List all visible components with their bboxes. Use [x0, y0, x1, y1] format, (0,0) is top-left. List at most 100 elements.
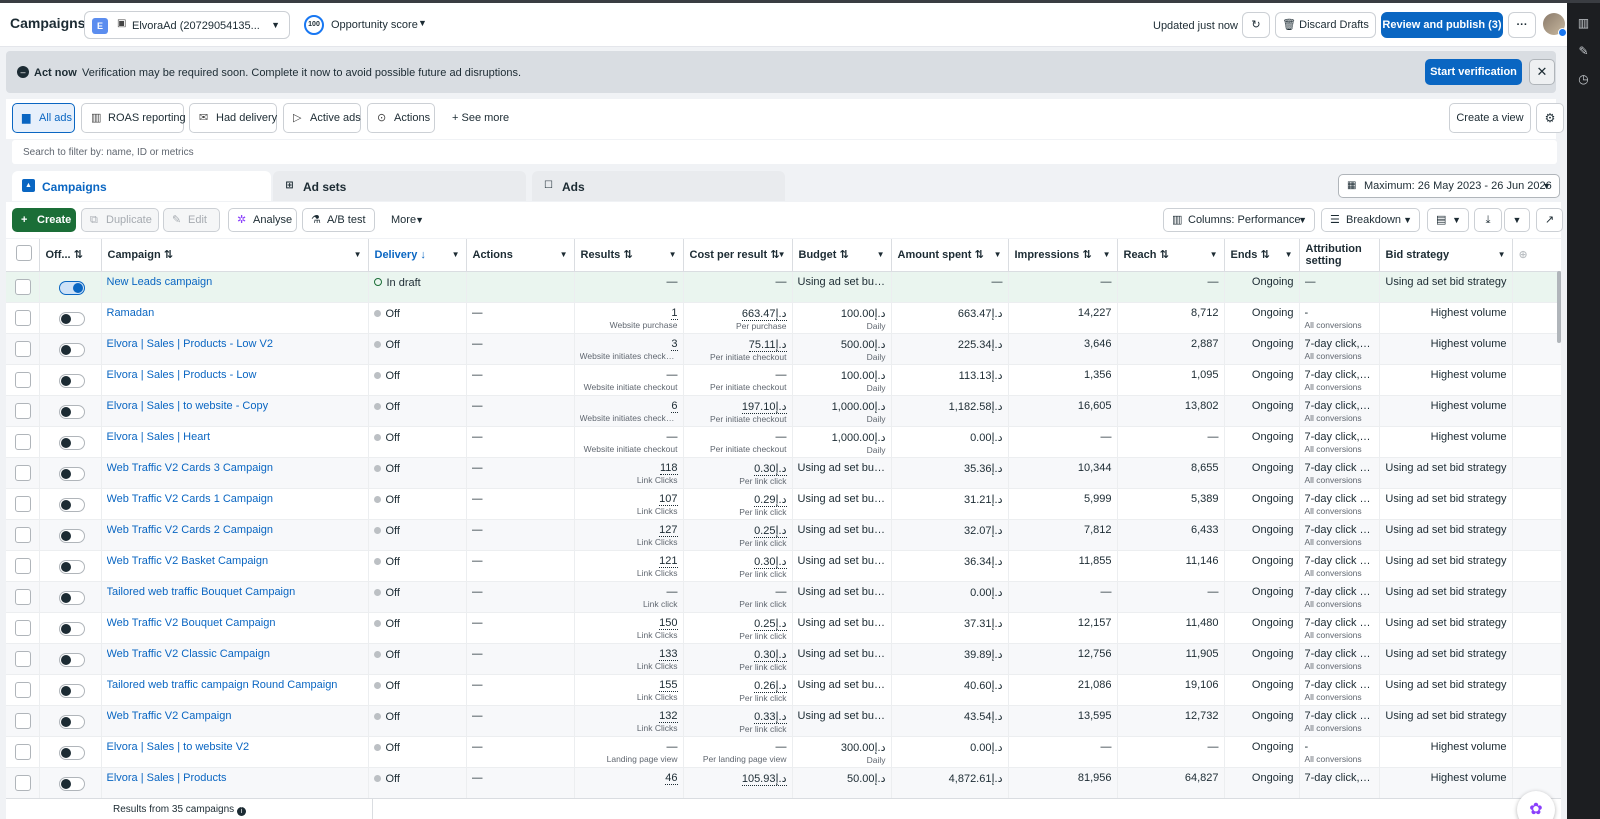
table-row[interactable]: Tailored web traffic Bouquet Campaign Off… — [6, 581, 1561, 613]
search-input[interactable] — [12, 140, 1557, 164]
table-row[interactable]: Web Traffic V2 Cards 2 Campaign Off — 127 Li… — [6, 519, 1561, 551]
column-header-actions[interactable]: Actions ▼ — [466, 239, 575, 272]
table-row[interactable]: Elvora | Sales | Heart Off — — Website initi… — [6, 426, 1561, 458]
edit-button[interactable]: ✎ Edit — [163, 208, 220, 232]
view-tab-all-ads[interactable]: ▆ All ads — [12, 103, 75, 133]
tab-ad-sets[interactable]: ⊞ Ad sets — [273, 171, 526, 201]
analyse-button[interactable]: ✲ Analyse — [228, 208, 297, 232]
table-row[interactable]: Elvora | Sales | Products - Low Off — — Webs… — [6, 364, 1561, 396]
campaign-toggle[interactable] — [58, 435, 85, 450]
row-checkbox[interactable] — [15, 588, 31, 605]
table-scrollbar[interactable] — [1557, 271, 1561, 343]
column-header-reach[interactable]: Reach ⇅ ▼ — [1117, 239, 1225, 272]
campaign-name-link[interactable]: Tailored web traffic Bouquet Campaign — [106, 585, 296, 598]
table-row[interactable]: Tailored web traffic campaign Round Camp… — [6, 674, 1561, 706]
campaign-toggle[interactable] — [58, 342, 85, 357]
campaign-name-link[interactable]: Web Traffic V2 Basket Campaign — [106, 554, 269, 567]
row-checkbox[interactable] — [15, 774, 31, 791]
campaign-name-link[interactable]: Web Traffic V2 Cards 2 Campaign — [106, 523, 274, 536]
campaign-toggle[interactable] — [58, 652, 85, 667]
view-tab-actions[interactable]: ⊙ Actions — [367, 103, 435, 133]
column-header-amount-spent[interactable]: Amount spent ⇅ ▼ — [891, 239, 1009, 272]
date-range-picker[interactable]: ▦ Maximum: 26 May 2023 - 26 Jun 2026 ▼ — [1338, 174, 1560, 198]
column-header-delivery[interactable]: Delivery ↓ ▼ — [368, 239, 467, 272]
campaign-toggle[interactable] — [58, 404, 85, 419]
column-header-impressions[interactable]: Impressions ⇅ ▼ — [1008, 239, 1118, 272]
create-view-button[interactable]: Create a view — [1449, 103, 1531, 133]
table-row[interactable]: New Leads campaign In draft — — Using ad set… — [6, 271, 1561, 303]
view-tab-active-ads[interactable]: ▷ Active ads — [283, 103, 361, 133]
campaign-name-link[interactable]: Ramadan — [106, 306, 155, 319]
discard-drafts-button[interactable]: 🗑︎ Discard Drafts — [1275, 12, 1376, 38]
campaign-toggle[interactable] — [58, 745, 85, 760]
row-checkbox[interactable] — [15, 278, 31, 295]
select-all-checkbox[interactable] — [16, 245, 32, 262]
campaign-toggle[interactable] — [58, 714, 85, 729]
review-publish-button[interactable]: Review and publish (3) — [1381, 12, 1503, 38]
campaign-name-link[interactable]: Web Traffic V2 Classic Campaign — [106, 647, 270, 660]
campaign-name-link[interactable]: Elvora | Sales | Products - Low V2 — [106, 337, 274, 350]
export-options-dropdown[interactable]: ▼ — [1504, 208, 1530, 232]
campaign-name-link[interactable]: Elvora | Sales | Products — [106, 771, 227, 784]
row-checkbox[interactable] — [15, 526, 31, 543]
column-header-bid-strategy[interactable]: Bid strategy ▼ — [1379, 239, 1513, 272]
see-more-button[interactable]: + See more — [452, 112, 509, 124]
campaign-toggle[interactable] — [58, 683, 85, 698]
column-header-cost-per-result[interactable]: Cost per result ⇅ ▼ — [683, 239, 793, 272]
more-dropdown[interactable]: More ▼ — [382, 208, 432, 232]
row-checkbox[interactable] — [15, 743, 31, 760]
ab-test-button[interactable]: ⚗ A/B test — [302, 208, 375, 232]
table-row[interactable]: Ramadan Off —1 Website purchase د.إ663.47 Per… — [6, 302, 1561, 334]
row-checkbox[interactable] — [15, 464, 31, 481]
column-header-campaign[interactable]: Campaign ⇅ ▼ — [101, 239, 369, 272]
row-checkbox[interactable] — [15, 619, 31, 636]
row-checkbox[interactable] — [15, 681, 31, 698]
close-icon[interactable]: ✕ — [1529, 59, 1555, 85]
start-verification-button[interactable]: Start verification — [1425, 59, 1522, 85]
info-icon[interactable]: i — [237, 807, 247, 816]
refresh-button[interactable]: ↻ — [1242, 12, 1270, 38]
create-button[interactable]: + Create — [12, 208, 76, 232]
table-row[interactable]: Elvora | Sales | to website V2 Off — — Landi… — [6, 736, 1561, 768]
campaign-toggle[interactable] — [58, 559, 85, 574]
avatar[interactable] — [1543, 13, 1567, 37]
campaign-toggle[interactable] — [58, 497, 85, 512]
row-checkbox[interactable] — [15, 371, 31, 388]
campaign-toggle[interactable] — [58, 590, 85, 605]
campaign-name-link[interactable]: Elvora | Sales | to website V2 — [106, 740, 250, 753]
view-tab-had-delivery[interactable]: ✉ Had delivery — [189, 103, 277, 133]
campaign-name-link[interactable]: Tailored web traffic campaign Round Camp… — [106, 678, 338, 691]
campaign-name-link[interactable]: Web Traffic V2 Campaign — [106, 709, 232, 722]
columns-dropdown[interactable]: ▥ Columns: Performance ▼ — [1163, 208, 1315, 232]
row-checkbox[interactable] — [15, 402, 31, 419]
sliders-icon[interactable]: ⚙ — [1536, 103, 1564, 133]
tab-ads[interactable]: ☐ Ads — [532, 171, 785, 201]
clock-icon[interactable]: ◷ — [1578, 72, 1589, 86]
assistant-icon[interactable]: ✿ — [1517, 791, 1555, 819]
export-button[interactable]: ⤓ — [1474, 208, 1502, 232]
row-checkbox[interactable] — [15, 433, 31, 450]
column-header-off-on[interactable]: Off... ⇅ — [39, 239, 102, 272]
column-header-ends[interactable]: Ends ⇅ ▼ — [1224, 239, 1300, 272]
row-checkbox[interactable] — [15, 340, 31, 357]
tab-campaigns[interactable]: ▲ Campaigns — [12, 171, 271, 201]
table-row[interactable]: Web Traffic V2 Cards 1 Campaign Off — 107 Li… — [6, 488, 1561, 520]
row-checkbox[interactable] — [15, 495, 31, 512]
campaign-toggle[interactable] — [58, 373, 85, 388]
add-column-header[interactable]: ⊕ — [1512, 239, 1561, 272]
table-row[interactable]: Web Traffic V2 Classic Campaign Off — 133 Li… — [6, 643, 1561, 675]
column-header-attribution-setting[interactable]: Attribution setting — [1299, 239, 1380, 272]
campaign-name-link[interactable]: Web Traffic V2 Bouquet Campaign — [106, 616, 276, 629]
table-row[interactable]: Elvora | Sales | to website - Copy Off — 6 W… — [6, 395, 1561, 427]
more-options-button[interactable]: ··· — [1508, 12, 1536, 38]
pencil-icon[interactable]: ✎ — [1578, 44, 1589, 58]
chart-icon[interactable]: ▥ — [1577, 16, 1590, 30]
table-row[interactable]: Web Traffic V2 Basket Campaign Off — 121 Lin… — [6, 550, 1561, 582]
column-header-budget[interactable]: Budget ⇅ ▼ — [792, 239, 892, 272]
charts-button[interactable]: ↗ — [1536, 208, 1563, 232]
campaign-toggle[interactable] — [58, 528, 85, 543]
campaign-name-link[interactable]: Elvora | Sales | Products - Low — [106, 368, 257, 381]
breakdown-dropdown[interactable]: ☰ Breakdown ▼ — [1321, 208, 1420, 232]
campaign-name-link[interactable]: Web Traffic V2 Cards 3 Campaign — [106, 461, 274, 474]
campaign-toggle[interactable] — [58, 466, 85, 481]
